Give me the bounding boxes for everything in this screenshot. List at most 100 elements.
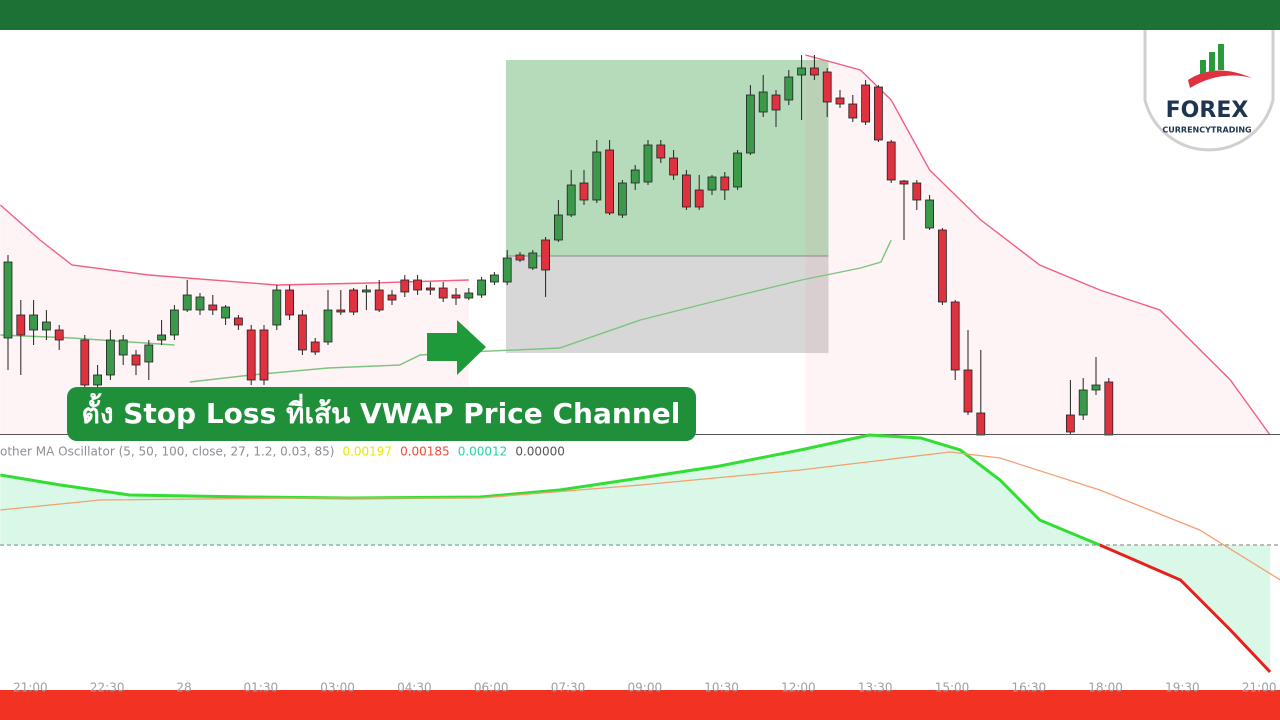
- candle-body: [1066, 414, 1075, 433]
- candle-body: [502, 257, 512, 283]
- channel-line: [0, 334, 175, 346]
- candle-body: [925, 199, 934, 229]
- candle-body: [93, 374, 102, 386]
- candle-body: [361, 289, 371, 293]
- logo-bar: [1218, 44, 1224, 70]
- candle-body: [963, 369, 973, 413]
- candle-body: [874, 86, 883, 141]
- candle-body: [835, 97, 845, 105]
- candle-body: [29, 314, 39, 331]
- candle-body: [169, 309, 179, 336]
- arrow-icon: [427, 320, 486, 375]
- candle-body: [1091, 384, 1101, 391]
- candle-body: [451, 294, 461, 299]
- candle-body: [554, 214, 563, 241]
- candle-body: [861, 84, 870, 123]
- candle-body: [669, 157, 678, 176]
- candle-body: [208, 304, 218, 311]
- candle-body: [656, 144, 666, 159]
- candle-body: [810, 67, 819, 76]
- candle-body: [822, 71, 832, 103]
- candle-body: [182, 294, 192, 311]
- candle-body: [246, 329, 256, 381]
- candle-body: [848, 103, 858, 119]
- candle-body: [310, 341, 320, 353]
- x-tick-label: 15:00: [935, 681, 970, 695]
- x-tick-label: 28: [176, 681, 191, 695]
- x-tick-label: 21:00: [13, 681, 48, 695]
- top-bar: [0, 0, 1280, 30]
- x-tick-label: 22:30: [90, 681, 125, 695]
- logo-title: FOREX: [1166, 98, 1249, 123]
- oscillator-label: other MA Oscillator (5, 50, 100, close, …: [0, 445, 334, 459]
- logo: FOREX CURRENCYTRADING: [1143, 30, 1275, 152]
- candle-body: [707, 176, 717, 191]
- candle-body: [413, 279, 423, 291]
- candle-body: [131, 354, 141, 366]
- x-tick-label: 21:00: [1242, 681, 1277, 695]
- candle-body: [233, 317, 243, 326]
- x-tick-label: 18:00: [1088, 681, 1123, 695]
- candle-body: [1104, 381, 1114, 436]
- candle-body: [118, 339, 128, 356]
- channel-line: [189, 239, 892, 383]
- oscillator-readout: 0.00012: [458, 445, 508, 459]
- channel-fill: [805, 55, 1271, 435]
- candle-body: [618, 182, 627, 216]
- x-tick-label: 13:30: [858, 681, 893, 695]
- oscillator-fast: [1099, 543, 1272, 674]
- candle-body: [195, 296, 205, 311]
- candle-body: [758, 91, 768, 113]
- candle-body: [746, 94, 755, 154]
- candle-body: [886, 141, 896, 181]
- x-tick-label: 01:30: [244, 681, 279, 695]
- oscillator-readout: 0.00185: [400, 445, 450, 459]
- logo-bar: [1209, 52, 1215, 72]
- x-tick-label: 06:00: [474, 681, 509, 695]
- candle-body: [899, 180, 909, 185]
- logo-subtitle: CURRENCYTRADING: [1162, 126, 1251, 135]
- candle-body: [400, 279, 410, 293]
- candle-body: [566, 184, 576, 216]
- channel-line: [805, 54, 1271, 436]
- candle-body: [976, 412, 986, 436]
- oscillator-slow: [0, 451, 1280, 581]
- candle-body: [477, 279, 487, 296]
- x-tick-label: 04:30: [397, 681, 432, 695]
- x-tick-label: 10:30: [704, 681, 739, 695]
- banner-text: ตั้ง Stop Loss ที่เส้น VWAP Price Channe…: [82, 392, 681, 430]
- candle-body: [349, 289, 359, 313]
- candle-body: [579, 182, 589, 201]
- candle-body: [387, 294, 397, 301]
- candle-body: [297, 314, 307, 351]
- oscillator-readout: 0.00000: [515, 445, 565, 459]
- candle-body: [541, 239, 550, 271]
- logo-badge: [1143, 30, 1275, 152]
- candle-body: [784, 76, 794, 101]
- price-pane: [0, 54, 1271, 436]
- candle-body: [425, 287, 435, 291]
- candle-body: [285, 289, 295, 316]
- candle-body: [80, 339, 90, 386]
- candle-body: [106, 339, 115, 376]
- candle-body: [438, 287, 448, 299]
- oscillator-fast: [0, 433, 1100, 547]
- candle-body: [605, 149, 614, 214]
- oscillator-readout: 0.00197: [342, 445, 392, 459]
- candle-body: [144, 344, 154, 363]
- x-tick-label: 19:30: [1165, 681, 1200, 695]
- x-tick-label: 07:30: [551, 681, 586, 695]
- candle-body: [259, 329, 269, 381]
- candle-body: [771, 94, 781, 111]
- candle-body: [682, 174, 691, 208]
- candle-body: [1078, 389, 1088, 416]
- banner-box: [67, 387, 696, 441]
- candle-body: [720, 176, 730, 191]
- candle-body: [272, 289, 282, 326]
- candle-body: [733, 152, 742, 188]
- oscillator-area: [0, 435, 1271, 672]
- candle-body: [489, 274, 499, 283]
- candle-body: [630, 169, 640, 184]
- candle-body: [694, 189, 704, 208]
